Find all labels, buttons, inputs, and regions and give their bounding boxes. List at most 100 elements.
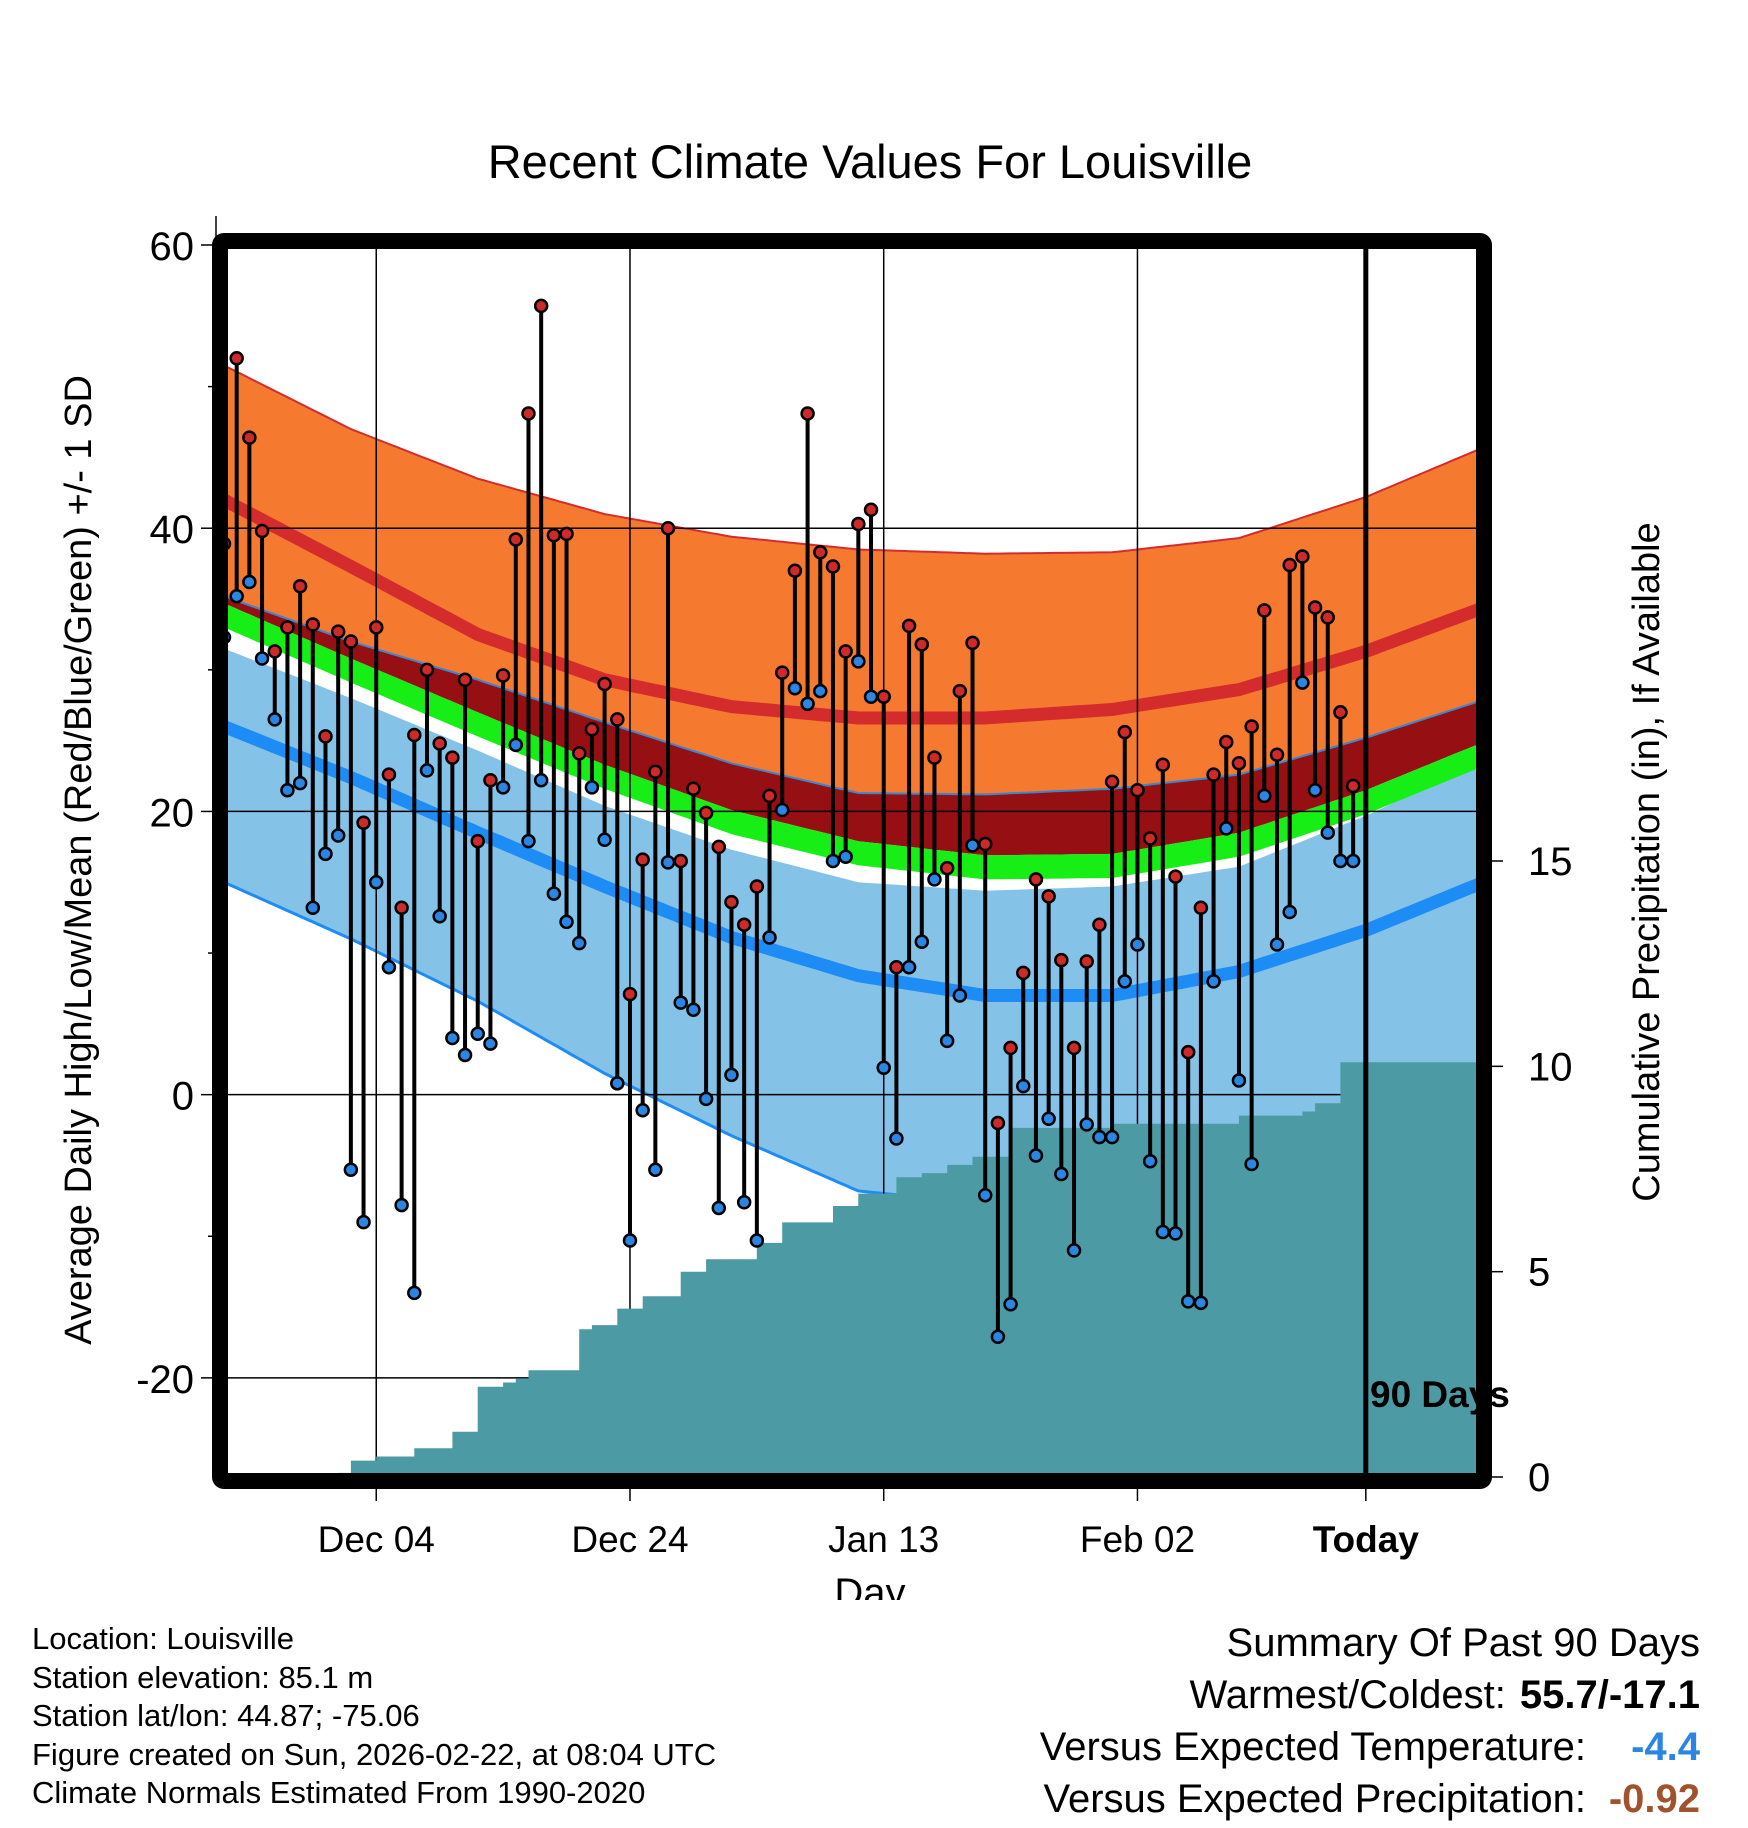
daily-high-point <box>952 683 968 699</box>
daily-low-point <box>914 934 930 949</box>
daily-low-point <box>1206 974 1221 989</box>
info-latlon: Station lat/lon: 44.87; -75.06 <box>32 1698 420 1733</box>
daily-high-point <box>1016 965 1031 981</box>
daily-high-point <box>1193 900 1209 915</box>
daily-low-point <box>1257 788 1272 804</box>
daily-high-point <box>419 662 435 678</box>
daily-high-point <box>698 805 714 821</box>
daily-low-point <box>648 1162 663 1177</box>
x-tick-label: Jan 13 <box>828 1519 939 1560</box>
daily-low-point <box>673 995 688 1010</box>
daily-low-point <box>1054 1166 1069 1182</box>
daily-high-point <box>571 746 587 761</box>
daily-high-point <box>330 624 346 639</box>
daily-high-point <box>1003 1040 1018 1056</box>
daily-low-point <box>1130 937 1145 952</box>
y2-tick-label: 5 <box>1528 1251 1550 1295</box>
daily-low-point <box>813 683 828 699</box>
daily-low-point <box>381 959 397 975</box>
daily-low-point <box>1003 1296 1018 1312</box>
mean-upper-band <box>224 596 1480 856</box>
daily-low-point <box>470 1026 485 1042</box>
daily-high-point <box>457 672 473 687</box>
daily-low-point <box>774 802 790 818</box>
daily-low-point <box>787 680 803 696</box>
daily-low-point <box>889 1131 904 1146</box>
daily-low-point <box>394 1197 409 1213</box>
daily-high-point <box>1130 782 1145 798</box>
daily-high-point <box>318 729 333 744</box>
daily-low-point <box>1219 821 1234 836</box>
daily-high-point <box>292 579 308 594</box>
daily-low-point <box>343 1162 359 1177</box>
daily-high-point <box>825 559 841 574</box>
daily-high-point <box>368 620 384 635</box>
daily-low-point <box>635 1102 650 1118</box>
daily-low-point <box>597 832 612 848</box>
daily-low-point <box>508 737 524 753</box>
daily-high-point <box>749 879 765 894</box>
daily-high-point <box>343 634 359 649</box>
daily-high-point <box>483 773 498 788</box>
daily-high-point <box>1028 872 1044 887</box>
climate-chart: Recent Climate Values For Louisville 90 … <box>58 135 1668 1600</box>
daily-low-point <box>521 833 536 849</box>
daily-low-point <box>1295 675 1310 690</box>
daily-high-point <box>1257 603 1272 618</box>
daily-high-point <box>1295 549 1310 564</box>
daily-low-point <box>622 1233 638 1248</box>
daily-high-point <box>965 635 980 651</box>
daily-high-point <box>1219 734 1234 750</box>
daily-high-point <box>927 750 942 765</box>
daily-high-point <box>1054 952 1069 968</box>
x-tick-label: Dec 04 <box>318 1519 435 1560</box>
daily-low-point <box>318 846 333 862</box>
chart-title: Recent Climate Values For Louisville <box>488 135 1253 188</box>
daily-low-point <box>711 1200 727 1216</box>
daily-high-point <box>876 689 891 704</box>
daily-low-point <box>571 935 587 951</box>
daily-high-point <box>838 644 853 659</box>
warm-cold-label: Warmest/Coldest: <box>1189 1673 1506 1717</box>
daily-low-point <box>1155 1224 1171 1240</box>
daily-low-point <box>800 696 815 712</box>
daily-high-point <box>597 676 612 692</box>
daily-high-point <box>851 516 866 532</box>
daily-high-point <box>356 815 371 831</box>
daily-low-point <box>1168 1226 1183 1241</box>
daily-high-point <box>711 839 727 855</box>
daily-low-point <box>698 1091 714 1107</box>
daily-high-point <box>394 900 409 915</box>
plot-border <box>212 233 1492 1489</box>
daily-low-point <box>584 780 600 795</box>
axes: -20 0 20 40 60 0 5 10 15 Dec 04 Dec 24 Jan 13 Feb 02… <box>136 216 1573 1560</box>
daily-low-point <box>1180 1294 1196 1309</box>
daily-high-point <box>1206 767 1221 782</box>
info-elevation: Station elevation: 85.1 m <box>32 1659 374 1695</box>
daily-low-point <box>280 782 295 798</box>
daily-low-point <box>977 1187 993 1203</box>
daily-high-point <box>1092 917 1107 932</box>
daily-low-point <box>305 900 321 915</box>
x-axis-label: Day <box>834 1571 905 1600</box>
plot-frame <box>212 233 1492 1489</box>
daily-low-point <box>686 1002 701 1017</box>
daily-low-point <box>1269 937 1285 952</box>
daily-low-point <box>1104 1129 1120 1145</box>
daily-low-point <box>901 959 917 975</box>
daily-low-point <box>952 988 968 1003</box>
info-normals: Climate Normals Estimated From 1990-2020 <box>32 1775 646 1810</box>
daily-low-point <box>1193 1295 1209 1311</box>
daily-high-point <box>1307 600 1323 615</box>
daily-low-point <box>762 930 777 945</box>
x-tick-label: Today <box>1313 1519 1420 1560</box>
daily-low-point <box>495 780 511 795</box>
daily-low-point <box>724 1067 739 1083</box>
daily-low-point <box>825 853 841 869</box>
daily-low-point <box>990 1329 1006 1345</box>
temp-value: -4.4 <box>1631 1725 1700 1769</box>
daily-high-point <box>736 917 752 932</box>
daily-low-point <box>432 908 447 924</box>
summary-warm-cold: Warmest/Coldest: 55.7/-17.1 <box>1040 1669 1700 1721</box>
temp-label: Versus Expected Temperature: <box>1039 1725 1586 1769</box>
